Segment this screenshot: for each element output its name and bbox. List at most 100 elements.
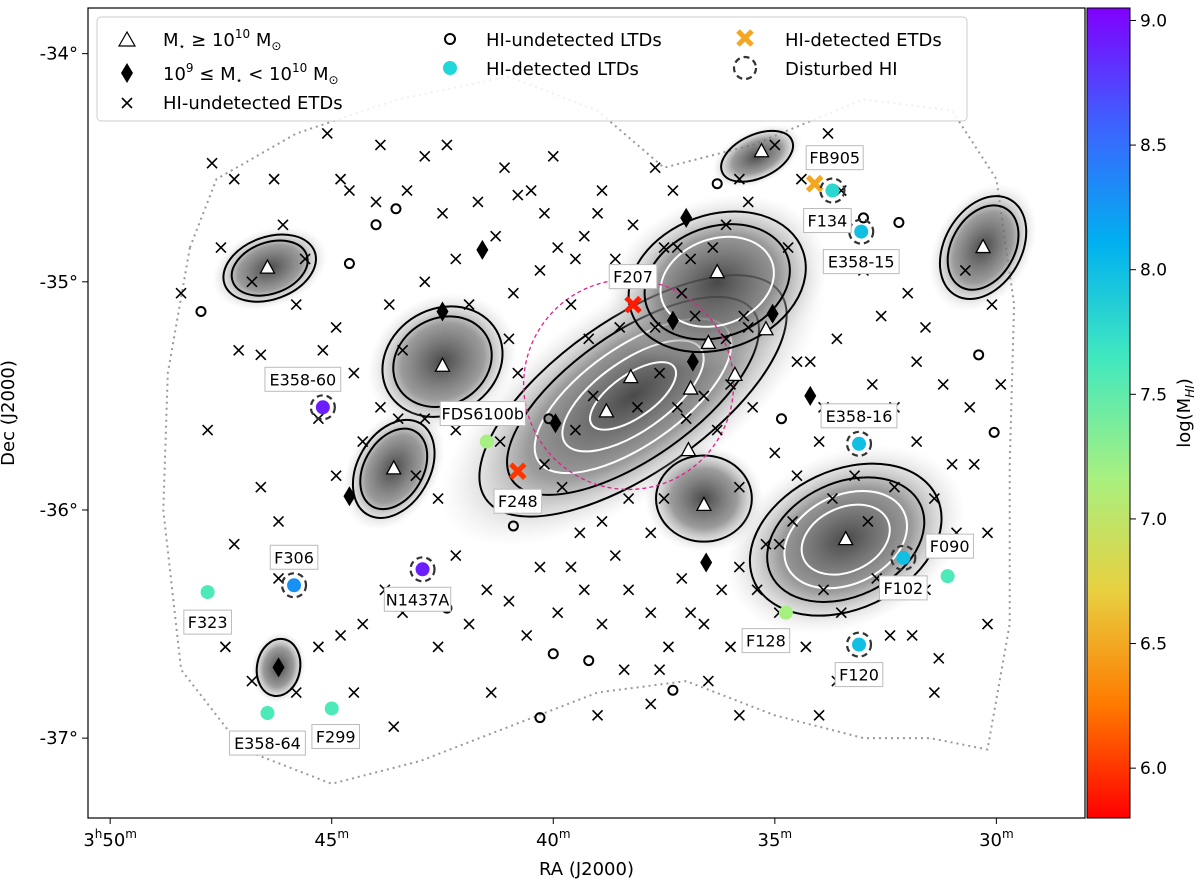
hi-detected-ltd-marker [854, 224, 869, 239]
etd-marker [685, 607, 697, 619]
massive-galaxy-marker [757, 320, 775, 336]
cross-stroke [835, 607, 847, 619]
cross-stroke [357, 435, 369, 448]
legend-dashed-ring-icon [732, 55, 758, 81]
cross-stroke [826, 492, 838, 505]
etd-marker [782, 242, 794, 254]
cross-stroke [813, 435, 825, 448]
etd-marker [538, 458, 550, 470]
cross-stroke [219, 641, 231, 653]
label-box [229, 730, 306, 756]
etd-marker [374, 139, 387, 151]
etd-marker [574, 527, 586, 539]
etd-marker [246, 276, 258, 288]
etd-marker [485, 686, 497, 699]
x-axis-label: RA (J2000) [539, 859, 634, 880]
etd-marker [290, 299, 302, 311]
label-box [925, 533, 974, 559]
cross-stroke [202, 424, 214, 436]
etd-marker [335, 173, 347, 185]
cross-stroke [228, 173, 240, 185]
cross-stroke [618, 664, 630, 676]
contour-level [946, 204, 1020, 291]
ltd-marker [507, 520, 519, 532]
etd-marker [255, 481, 267, 493]
etd-marker [654, 367, 666, 379]
hi-detected-etd-marker [624, 295, 642, 314]
cross-stroke [685, 607, 697, 619]
legend-label-detected-ltds: HI-detected LTDs [486, 59, 639, 80]
hi-detected-ltd-marker [200, 585, 215, 600]
cross-stroke [609, 253, 621, 265]
massive-galaxy-marker [837, 530, 854, 546]
label-box [183, 609, 232, 635]
disturbed-hi-ring [309, 394, 336, 421]
label-box [264, 366, 342, 392]
cross-stroke [738, 310, 750, 322]
etd-marker [884, 629, 896, 642]
cross-stroke [813, 709, 825, 721]
cross-stroke [964, 401, 976, 413]
etd-marker [578, 584, 590, 596]
cross-stroke [432, 492, 444, 505]
cross-stroke [290, 299, 302, 311]
contour-level [359, 427, 429, 511]
etd-marker [981, 527, 994, 539]
etd-marker [219, 641, 231, 653]
cross-stroke [817, 584, 830, 596]
cross-stroke [866, 378, 878, 391]
cross-stroke [472, 196, 484, 208]
cross-stroke [463, 299, 475, 311]
etd-marker [804, 356, 816, 368]
etd-marker [751, 584, 763, 596]
cross-stroke [401, 184, 413, 197]
etd-marker [986, 299, 998, 311]
etd-marker [299, 253, 311, 265]
ltd-marker [583, 655, 595, 667]
etd-marker [578, 230, 590, 242]
cross-stroke [272, 515, 285, 527]
cross-stroke [370, 196, 382, 208]
label-f248: F248 [498, 492, 538, 511]
etd-marker [791, 356, 803, 368]
etd-marker [388, 721, 400, 733]
etd-marker [911, 356, 923, 368]
cross-stroke [206, 157, 218, 169]
cross-stroke [986, 299, 998, 311]
cross-stroke [272, 572, 285, 584]
hi-detected-ltd-marker [825, 183, 840, 198]
cross-stroke [317, 344, 329, 356]
cross-stroke [512, 189, 524, 201]
contour-north-east-lobe [606, 193, 828, 370]
etd-marker [592, 709, 604, 721]
disturbed-hi-ring [845, 631, 873, 658]
etd-marker [645, 527, 657, 539]
cross-stroke [822, 127, 834, 140]
dwarf-galaxy-marker [549, 413, 562, 434]
cross-stroke [959, 264, 971, 276]
cross-stroke [795, 173, 807, 185]
etd-marker [631, 401, 644, 413]
etd-marker [587, 390, 599, 402]
hi-detected-galaxies [200, 174, 955, 721]
etd-marker [490, 230, 502, 242]
label-box [439, 401, 526, 427]
cross-stroke [751, 584, 763, 596]
cross-stroke [724, 641, 737, 653]
etd-marker [645, 607, 657, 619]
etd-marker [720, 219, 732, 231]
cross-stroke [689, 310, 701, 322]
hi-detected-ltd-marker [896, 550, 911, 565]
etd-marker [521, 629, 533, 642]
ltd-marker [711, 178, 723, 190]
label-box [493, 488, 543, 514]
etd-marker [826, 492, 838, 505]
etd-marker [769, 139, 781, 151]
cross-stroke [374, 401, 387, 413]
dwarf-galaxy-marker [666, 310, 679, 331]
etd-marker [472, 196, 484, 208]
cross-stroke [335, 173, 347, 185]
cross-stroke [623, 492, 635, 505]
etd-marker [215, 242, 227, 254]
label-fds6100b: FDS6100b [442, 405, 525, 424]
